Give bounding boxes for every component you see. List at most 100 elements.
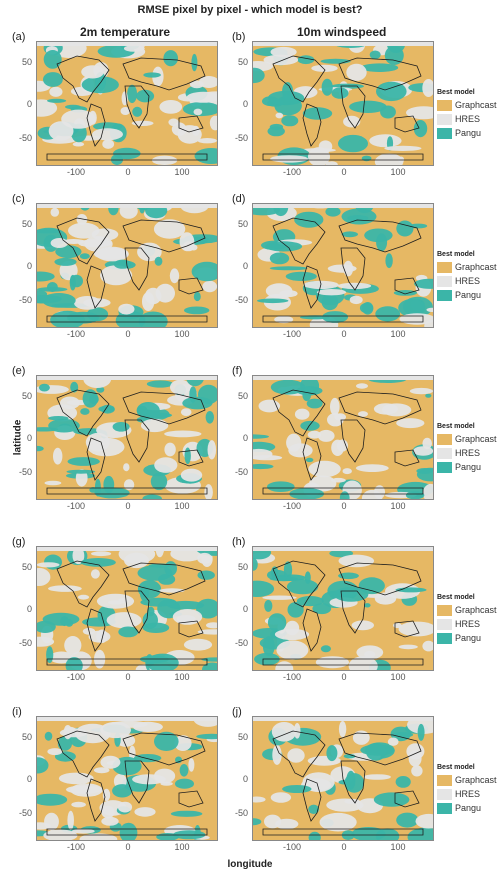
best-model-map bbox=[252, 375, 434, 500]
y-tick-label: 50 bbox=[237, 57, 248, 67]
legend-item: HRES bbox=[437, 112, 500, 126]
y-tick-label: -50 bbox=[18, 467, 32, 477]
legend-label: Graphcast bbox=[455, 262, 497, 272]
legend-swatch bbox=[437, 788, 452, 800]
x-tick-label: -100 bbox=[66, 167, 85, 177]
y-tick-label: 50 bbox=[237, 391, 248, 401]
panel-label: (j) bbox=[232, 706, 242, 718]
legend-label: HRES bbox=[455, 114, 481, 124]
x-tick-label: 0 bbox=[341, 842, 347, 852]
x-tick-label: 100 bbox=[174, 672, 190, 682]
legend-swatch bbox=[437, 802, 452, 814]
x-tick-label: 100 bbox=[390, 672, 406, 682]
column-title-windspeed: 10m windspeed bbox=[297, 25, 387, 39]
y-tick-label: 0 bbox=[26, 261, 32, 271]
x-tick-label: 100 bbox=[390, 167, 406, 177]
figure-title: RMSE pixel by pixel - which model is bes… bbox=[137, 4, 363, 16]
legend-item: Graphcast bbox=[437, 603, 500, 617]
x-tick-label: -100 bbox=[282, 842, 301, 852]
legend-label: HRES bbox=[455, 619, 481, 629]
x-tick-label: -100 bbox=[66, 501, 85, 511]
x-tick-label: 0 bbox=[341, 167, 347, 177]
x-tick-label: 100 bbox=[390, 329, 406, 339]
column-title-temperature: 2m temperature bbox=[80, 25, 171, 39]
x-tick-label: 0 bbox=[341, 672, 347, 682]
y-axis-label: latitude bbox=[12, 419, 24, 456]
legend-swatch bbox=[437, 447, 452, 459]
legend-label: Graphcast bbox=[455, 605, 497, 615]
x-tick-label: 0 bbox=[341, 501, 347, 511]
y-tick-label: -50 bbox=[234, 295, 248, 305]
x-tick-label: 100 bbox=[390, 842, 406, 852]
panel-label: (i) bbox=[12, 706, 22, 718]
legend-item: HRES bbox=[437, 446, 500, 460]
legend-title: Best model bbox=[437, 764, 475, 771]
y-tick-label: -50 bbox=[234, 133, 248, 143]
legend-label: Graphcast bbox=[455, 434, 497, 444]
legend-item: Graphcast bbox=[437, 773, 500, 787]
y-tick-label: -50 bbox=[18, 638, 32, 648]
x-tick-label: -100 bbox=[282, 501, 301, 511]
best-model-map bbox=[36, 203, 218, 328]
legend-label: Graphcast bbox=[455, 775, 497, 785]
x-tick-label: 0 bbox=[125, 167, 131, 177]
legend-swatch bbox=[437, 774, 452, 786]
legend-swatch bbox=[437, 127, 452, 139]
y-tick-label: 0 bbox=[242, 604, 248, 614]
x-tick-label: -100 bbox=[66, 672, 85, 682]
panel-label: (c) bbox=[12, 193, 25, 205]
x-tick-label: 100 bbox=[390, 501, 406, 511]
y-tick-label: 50 bbox=[21, 391, 32, 401]
legend-item: Pangu bbox=[437, 631, 500, 645]
legend-swatch bbox=[437, 618, 452, 630]
legend-label: HRES bbox=[455, 276, 481, 286]
legend-item: Pangu bbox=[437, 126, 500, 140]
legend-item: Graphcast bbox=[437, 260, 500, 274]
legend-label: Pangu bbox=[455, 290, 482, 300]
legend-title: Best model bbox=[437, 251, 475, 258]
legend-item: Pangu bbox=[437, 801, 500, 815]
x-tick-label: 0 bbox=[125, 501, 131, 511]
panel-label: (a) bbox=[12, 31, 26, 43]
legend: Best model Graphcast HRES Pangu bbox=[437, 764, 500, 815]
legend-item: Pangu bbox=[437, 460, 500, 474]
legend-label: HRES bbox=[455, 448, 481, 458]
x-tick-label: 0 bbox=[125, 329, 131, 339]
y-tick-label: 0 bbox=[242, 99, 248, 109]
x-tick-label: -100 bbox=[282, 329, 301, 339]
y-tick-label: 0 bbox=[242, 774, 248, 784]
legend-title: Best model bbox=[437, 89, 475, 96]
legend-swatch bbox=[437, 604, 452, 616]
legend-swatch bbox=[437, 461, 452, 473]
legend-label: Pangu bbox=[455, 128, 482, 138]
y-tick-label: -50 bbox=[234, 808, 248, 818]
y-tick-label: 50 bbox=[21, 219, 32, 229]
y-tick-label: 0 bbox=[26, 99, 32, 109]
x-tick-label: -100 bbox=[66, 842, 85, 852]
legend-item: HRES bbox=[437, 787, 500, 801]
x-tick-label: 100 bbox=[174, 329, 190, 339]
legend-item: Pangu bbox=[437, 288, 500, 302]
y-tick-label: 0 bbox=[242, 433, 248, 443]
panel-label: (f) bbox=[232, 365, 243, 377]
legend-item: HRES bbox=[437, 274, 500, 288]
legend: Best model Graphcast HRES Pangu bbox=[437, 423, 500, 474]
y-tick-label: 0 bbox=[26, 433, 32, 443]
panel-label: (h) bbox=[232, 536, 246, 548]
y-tick-label: 0 bbox=[242, 261, 248, 271]
panel-label: (e) bbox=[12, 365, 26, 377]
y-tick-label: -50 bbox=[234, 467, 248, 477]
panel-label: (d) bbox=[232, 193, 246, 205]
x-tick-label: 100 bbox=[174, 501, 190, 511]
best-model-map bbox=[36, 546, 218, 671]
x-tick-label: -100 bbox=[282, 167, 301, 177]
panel-label: (b) bbox=[232, 31, 246, 43]
legend-label: Pangu bbox=[455, 462, 482, 472]
x-tick-label: -100 bbox=[282, 672, 301, 682]
best-model-map bbox=[252, 546, 434, 671]
panel-label: (g) bbox=[12, 536, 26, 548]
legend-label: Pangu bbox=[455, 633, 482, 643]
x-tick-label: -100 bbox=[66, 329, 85, 339]
best-model-map bbox=[252, 41, 434, 166]
y-tick-label: 50 bbox=[21, 732, 32, 742]
